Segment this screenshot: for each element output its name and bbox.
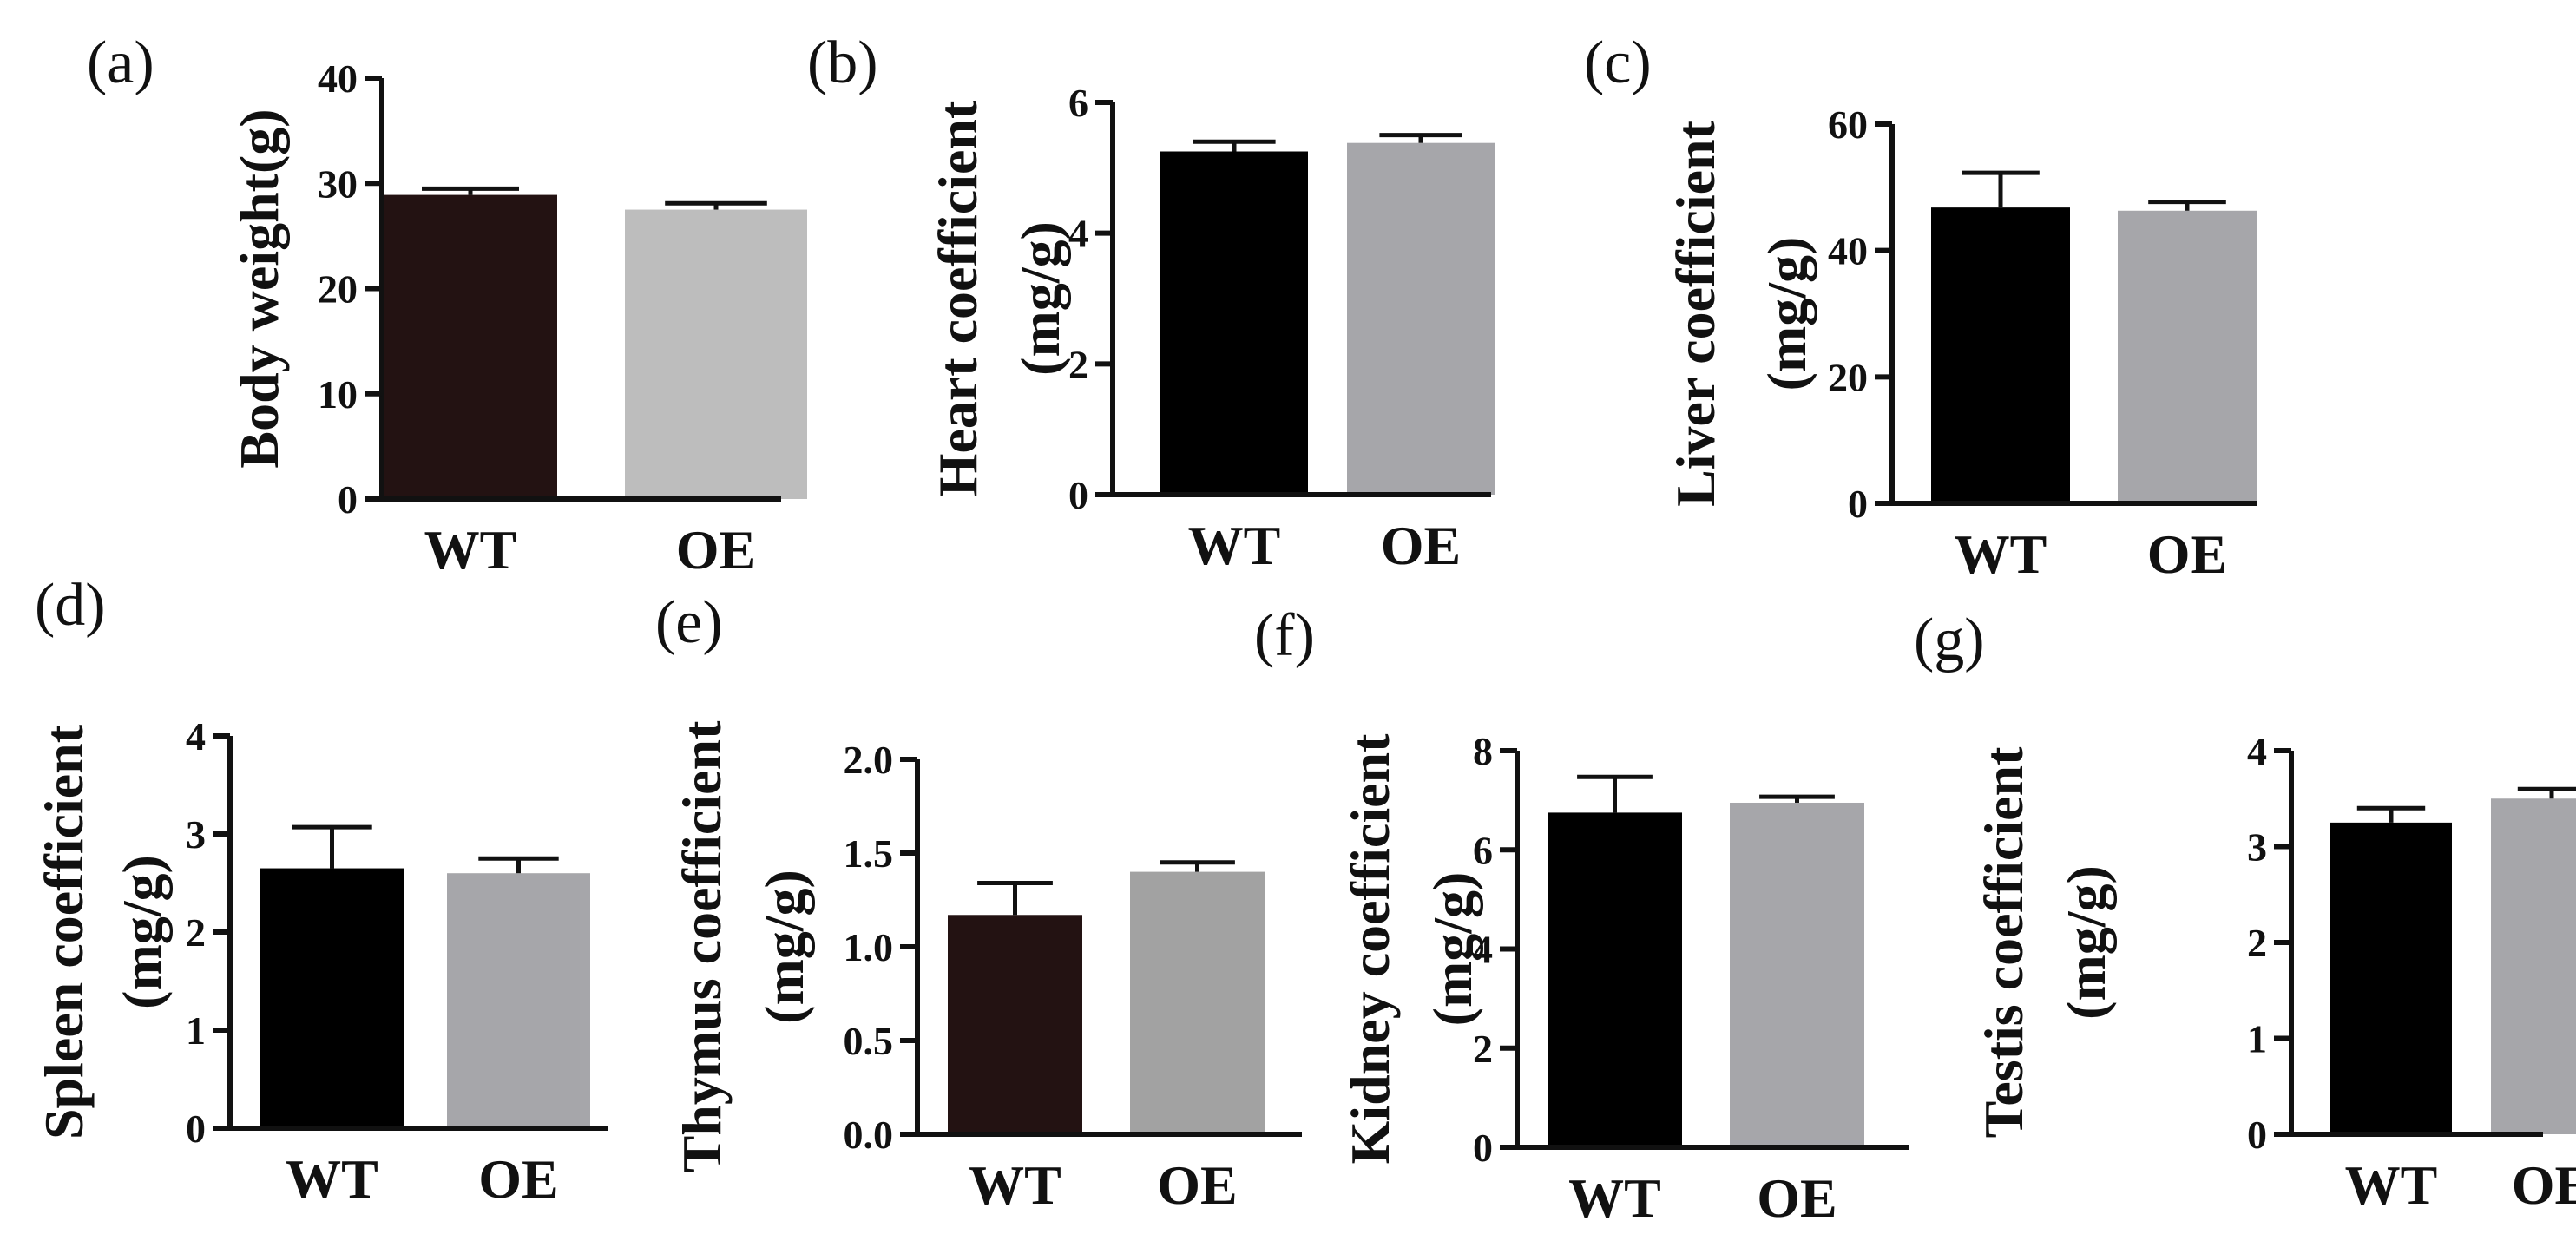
y-axis-label: Heart coefficient <box>927 100 989 496</box>
panel-letter: (b) <box>807 30 878 96</box>
bar-oe <box>625 209 807 499</box>
bar-oe <box>447 873 590 1128</box>
bar-oe <box>1730 802 1864 1147</box>
y-tick-label: 3 <box>186 812 206 857</box>
y-tick-label: 20 <box>318 267 358 312</box>
y-tick-label: 0.5 <box>844 1019 894 1063</box>
bar-oe <box>1130 871 1265 1134</box>
y-tick-label: 0 <box>338 477 358 522</box>
bar-oe <box>1347 142 1495 495</box>
bar-oe <box>2491 798 2576 1134</box>
y-tick-label: 4 <box>1473 928 1493 972</box>
bar-wt <box>1931 207 2070 503</box>
y-tick-label: 4 <box>1068 212 1088 256</box>
panel-letter: (f) <box>1254 602 1315 669</box>
y-tick-label: 0 <box>1473 1126 1493 1170</box>
y-tick-label: 10 <box>318 372 358 417</box>
panel-g: (g) Testis coefficient (mg/g) WT OE 0 1 2 3 4 <box>1914 607 2576 1216</box>
y-tick-label: 40 <box>318 56 358 101</box>
bar-oe <box>2118 210 2257 503</box>
y-tick-label: 0 <box>1848 482 1868 526</box>
y-tick-label: 8 <box>1473 729 1493 773</box>
y-tick-label: 2 <box>186 910 206 955</box>
y-axis-label: Kidney coefficient <box>1339 733 1401 1165</box>
y-tick-label: 1 <box>2247 1017 2267 1061</box>
x-tick-label: WT <box>2345 1154 2438 1216</box>
y-tick-label: 0 <box>2247 1113 2267 1157</box>
x-tick-label: WT <box>1568 1167 1661 1229</box>
y-tick-label: 6 <box>1473 828 1493 872</box>
y-axis-unit-label: (mg/g) <box>2055 865 2117 1020</box>
y-tick-label: 2 <box>2247 921 2267 965</box>
x-tick-label: OE <box>478 1148 558 1210</box>
bar-wt <box>260 868 404 1128</box>
x-tick-label: WT <box>424 519 517 581</box>
bar-wt <box>2330 822 2452 1134</box>
y-axis-label: Spleen coefficient <box>33 724 95 1139</box>
y-axis-label: Thymus coefficient <box>671 720 733 1173</box>
x-tick-label: OE <box>676 519 756 581</box>
y-tick-label: 2 <box>1473 1027 1493 1071</box>
y-tick-label: 2.0 <box>844 738 894 782</box>
x-tick-label: WT <box>1188 515 1281 576</box>
x-tick-label: OE <box>1381 515 1461 576</box>
x-tick-label: OE <box>2512 1154 2576 1216</box>
y-tick-label: 2 <box>1068 342 1088 386</box>
y-axis-label: Body weight(g) <box>228 108 290 468</box>
y-tick-label: 0 <box>186 1106 206 1151</box>
x-tick-label: WT <box>969 1154 1061 1216</box>
panel-letter: (d) <box>35 572 106 639</box>
panel-letter: (g) <box>1914 607 1985 673</box>
panel-letter: (e) <box>655 589 723 656</box>
x-tick-label: WT <box>1955 523 2047 585</box>
y-tick-label: 3 <box>2247 825 2267 870</box>
y-axis-unit-label: (mg/g) <box>1422 872 1483 1027</box>
panel-b: (b) Heart coefficient (mg/g) WT OE 0 2 4 6 <box>807 30 1495 576</box>
bar-wt <box>1160 151 1308 495</box>
x-tick-label: OE <box>2147 523 2227 585</box>
y-tick-label: 60 <box>1828 102 1868 147</box>
y-axis-label: Testis coefficient <box>1973 746 2034 1139</box>
y-tick-label: 30 <box>318 161 358 206</box>
y-tick-label: 6 <box>1068 81 1088 125</box>
y-axis-unit-label: (mg/g) <box>753 870 815 1024</box>
y-axis-label: Liver coefficient <box>1665 120 1726 507</box>
panel-letter: (c) <box>1584 30 1652 96</box>
panel-f: (f) Kidney coefficient (mg/g) WT OE 0 2 4 6 8 <box>1254 602 1909 1229</box>
y-tick-label: 4 <box>186 714 206 758</box>
y-axis-unit-label: (mg/g) <box>111 855 173 1009</box>
y-axis-unit-label: (mg/g) <box>1009 221 1071 376</box>
y-tick-label: 40 <box>1828 229 1868 273</box>
y-tick-label: 0 <box>1068 473 1088 517</box>
y-tick-label: 0.0 <box>844 1113 894 1157</box>
bar-wt <box>384 194 557 499</box>
y-tick-label: 1.5 <box>844 831 894 876</box>
x-tick-label: OE <box>1157 1154 1237 1216</box>
bar-wt <box>948 915 1082 1134</box>
bar-wt <box>1548 812 1682 1147</box>
y-axis-unit-label: (mg/g) <box>1756 237 1817 391</box>
y-tick-label: 20 <box>1828 355 1868 399</box>
y-tick-label: 1 <box>186 1008 206 1053</box>
panel-a: (a) Body weight(g) WT OE 0 10 20 30 40 <box>87 30 807 581</box>
panel-c: (c)Liver coefficient (mg/g) WT OE 0 20 40 60 <box>1584 30 2257 585</box>
panel-letter: (a) <box>87 30 154 96</box>
panel-e: (e) Thymus coefficient (mg/g) WT OE 0.0 0.5 1.0… <box>655 589 1302 1216</box>
panel-d: (d) Spleen coefficient (mg/g) WT OE 0 1 2 3 4 <box>33 572 608 1210</box>
x-tick-label: OE <box>1757 1167 1837 1229</box>
y-tick-label: 1.0 <box>844 925 894 969</box>
y-tick-label: 4 <box>2247 729 2267 773</box>
x-tick-label: WT <box>286 1148 378 1210</box>
